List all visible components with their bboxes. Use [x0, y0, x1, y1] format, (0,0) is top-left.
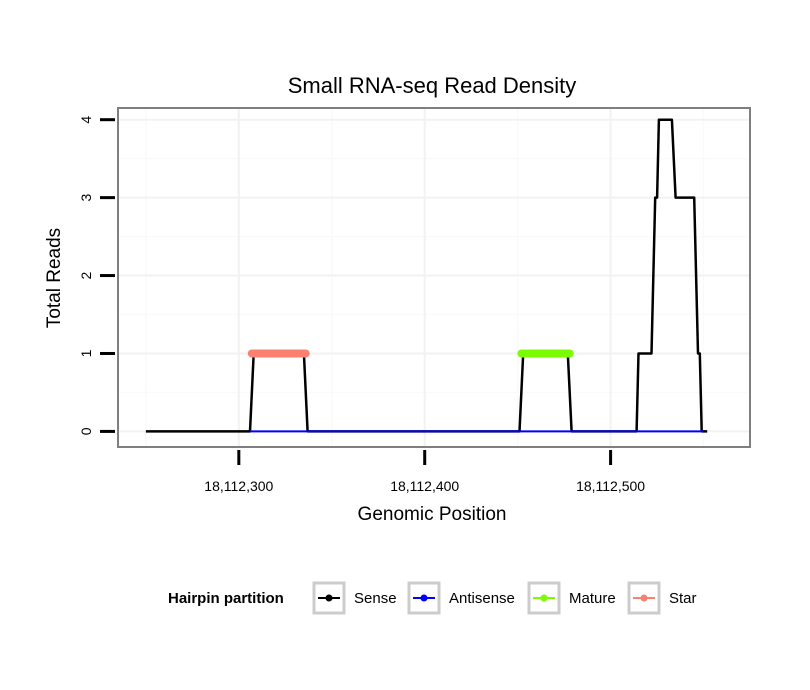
legend-key-dot	[325, 594, 333, 602]
y-tick-label: 3	[78, 194, 94, 202]
x-tick-label: 18,112,400	[390, 478, 459, 494]
legend-label-star: Star	[669, 590, 697, 607]
plot-border	[117, 107, 751, 448]
legend-key-dot	[420, 594, 428, 602]
plot-background	[118, 108, 750, 447]
y-tick-label: 4	[78, 116, 94, 124]
x-axis-title: Genomic Position	[358, 504, 507, 525]
x-tick-label: 18,112,300	[204, 478, 273, 494]
grid-minor	[118, 108, 750, 447]
legend: Hairpin partition Sense Antisense Mature St…	[168, 581, 697, 615]
legend-item-sense: Sense	[312, 581, 397, 615]
legend-title: Hairpin partition	[168, 590, 284, 607]
chart-title: Small RNA-seq Read Density	[288, 73, 577, 98]
legend-key-dot	[640, 594, 648, 602]
legend-items: Sense Antisense Mature Star	[312, 581, 697, 615]
y-axis: 0 1 2 3 4	[78, 116, 115, 435]
y-tick-label: 0	[78, 427, 94, 435]
y-axis-title: Total Reads	[44, 228, 65, 328]
legend-key-dot	[540, 594, 548, 602]
legend-label-sense: Sense	[354, 590, 397, 607]
legend-item-antisense: Antisense	[407, 581, 515, 615]
legend-item-star: Star	[627, 581, 697, 615]
x-tick-label: 18,112,500	[576, 478, 645, 494]
legend-item-mature: Mature	[527, 581, 616, 615]
x-axis: 18,112,300 18,112,400 18,112,500	[204, 450, 645, 494]
series-layer	[145, 118, 708, 433]
series-line-sense	[145, 118, 708, 433]
legend-label-antisense: Antisense	[449, 590, 515, 607]
y-tick-label: 1	[78, 349, 94, 357]
y-tick-label: 2	[78, 271, 94, 279]
legend-label-mature: Mature	[569, 590, 616, 607]
